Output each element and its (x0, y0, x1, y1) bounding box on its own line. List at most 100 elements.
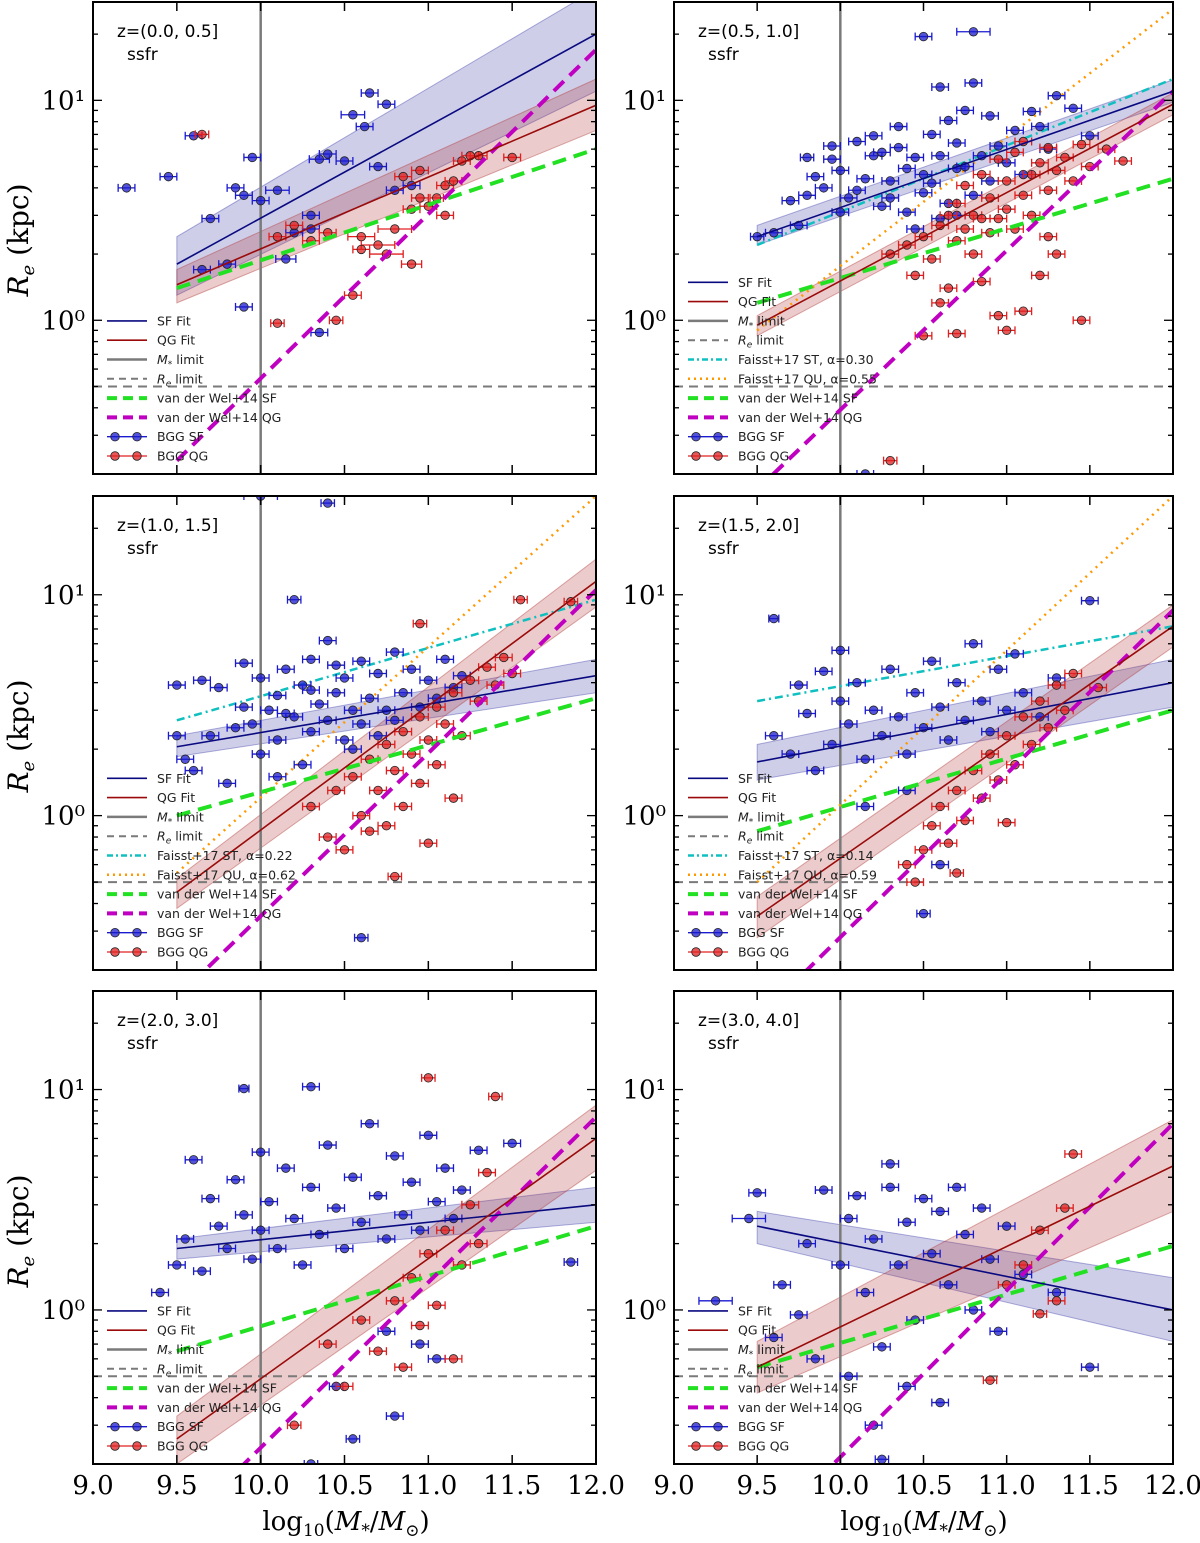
vdw-qg-line (241, 1115, 596, 1464)
sf-point (860, 801, 870, 812)
sf-point (272, 735, 283, 745)
qg-point (918, 845, 929, 855)
sf-point (752, 1188, 762, 1198)
x-tick-label: 9.0 (653, 1471, 694, 1501)
sf-point (331, 688, 341, 698)
qg-point (390, 1296, 400, 1306)
qg-point (968, 249, 979, 259)
legend-marker (110, 928, 120, 938)
sf-point (214, 1221, 224, 1231)
panel-sublabel: ssfr (708, 45, 739, 65)
sf-point (902, 163, 912, 174)
legend-label: Faisst+17 QU, α=0.62 (157, 867, 296, 882)
panel-sublabel: ssfr (127, 45, 158, 65)
sf-point (415, 1339, 425, 1349)
y-tick-label: 10⁰ (622, 1296, 666, 1326)
sf-point (364, 1118, 375, 1129)
legend-marker (713, 1421, 723, 1432)
sf-point (769, 1332, 779, 1343)
sf-point (968, 27, 979, 37)
sf-point (1035, 121, 1045, 132)
legend-label: van der Wel+14 QG (738, 410, 862, 425)
legend-marker (691, 947, 701, 957)
sf-point (877, 201, 887, 211)
sf-point (373, 731, 383, 741)
plot-contents (93, 496, 596, 970)
sf-point (331, 660, 341, 670)
vdw-sf-line (756, 176, 1173, 305)
qg-point (985, 1375, 995, 1385)
sf-point (214, 682, 224, 693)
sf-point (843, 719, 854, 729)
sf-point (1018, 688, 1029, 698)
sf-point (977, 1203, 987, 1213)
qg-point (323, 832, 333, 842)
legend-marker (691, 1421, 701, 1432)
sf-point (952, 138, 962, 148)
sf-point (239, 658, 249, 668)
qg-point (465, 675, 475, 685)
sf-point (247, 1254, 257, 1264)
sf-fit-line (756, 90, 1173, 238)
legend-label: BGG QG (157, 449, 208, 464)
qg-point (356, 1315, 366, 1325)
sf-point (406, 1177, 417, 1187)
panel-redshift-label: z=(1.0, 1.5] (117, 516, 218, 536)
sf-point (852, 185, 862, 195)
legend-label: van der Wel+14 SF (738, 887, 858, 902)
legend-label: QG Fit (157, 1323, 195, 1338)
sf-point (364, 693, 375, 703)
sf-point (868, 1234, 879, 1244)
qg-point (398, 726, 408, 737)
sf-point (281, 1163, 291, 1173)
panel-redshift-label: z=(1.5, 2.0] (698, 516, 799, 536)
qg-point (1018, 306, 1029, 316)
sf-point (877, 1342, 887, 1352)
qg-point (448, 793, 459, 803)
sf-point (802, 708, 812, 719)
legend-label: van der Wel+14 QG (157, 1400, 281, 1415)
legend-label: van der Wel+14 SF (157, 887, 277, 902)
sf-point (1001, 1221, 1012, 1231)
sf-point (985, 111, 995, 121)
sf-point (566, 1257, 576, 1267)
qg-point (1043, 142, 1053, 153)
legend-marker (713, 1441, 723, 1451)
faisst-st-line (756, 625, 1173, 703)
sf-point (205, 213, 216, 224)
legend-label: van der Wel+14 QG (157, 410, 281, 425)
sf-point (819, 1185, 829, 1195)
qg-point (415, 193, 425, 203)
qg-point (423, 735, 434, 745)
legend-label: Re limit (738, 333, 784, 351)
sf-point (893, 712, 904, 722)
legend-label: SF Fit (157, 313, 191, 328)
y-tick-label: 10⁰ (622, 306, 666, 336)
qg-point (1010, 147, 1020, 158)
legend-label: van der Wel+14 QG (738, 1400, 862, 1415)
sf-point (255, 195, 266, 206)
qg-point (473, 1238, 484, 1249)
sf-point (432, 1196, 442, 1207)
sf-point (172, 680, 182, 690)
sf-point (230, 1174, 241, 1185)
vdw-sf-line (176, 1224, 596, 1354)
legend-label: BGG SF (157, 429, 204, 444)
sf-point (373, 161, 383, 172)
qg-point (364, 826, 375, 836)
qg-fit-line (176, 104, 596, 286)
sf-point (255, 749, 266, 759)
sf-fit-line (757, 681, 1173, 763)
sf-point (935, 151, 945, 161)
qg-point (1001, 204, 1012, 214)
qg-point (356, 231, 366, 242)
panel-5: 9.0 9.5 10.0 10.5 11.0 11.5 12.0 10⁰ 10¹ z=(2.0, … (41, 990, 625, 1501)
sf-point (180, 754, 190, 764)
sf-point (902, 749, 912, 759)
qg-point (490, 1091, 501, 1102)
qg-point (348, 290, 358, 300)
panel-6: 9.0 9.5 10.0 10.5 11.0 11.5 12.0 10⁰ 10¹ z=(3.0, … (622, 990, 1200, 1501)
sf-point (802, 1238, 812, 1249)
